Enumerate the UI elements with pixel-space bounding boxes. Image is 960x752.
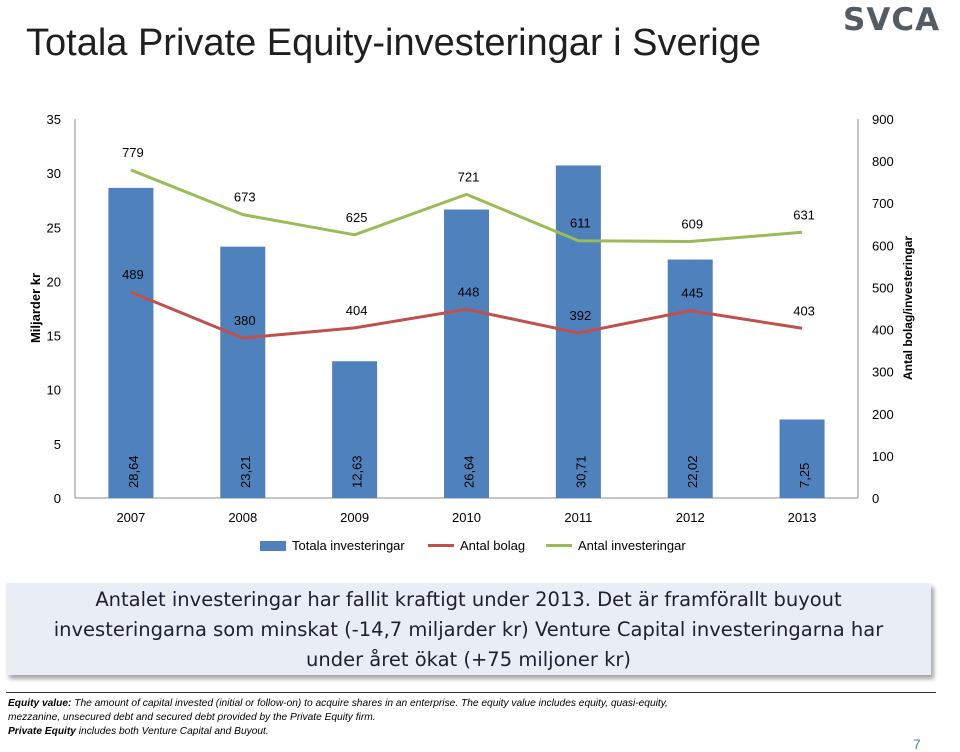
page-title: Totala Private Equity-investeringar i Sv… — [26, 22, 762, 64]
x-tick-label: 2011 — [564, 510, 592, 525]
y-left-tick-label: 0 — [54, 491, 61, 506]
footnote-text-1a: The amount of capital invested (initial … — [71, 698, 668, 709]
bar-2009 — [332, 361, 378, 498]
y-right-tick-label: 700 — [872, 196, 894, 211]
callout-line-3: under året ökat (+75 miljoner kr) — [306, 648, 631, 671]
y-right-tick-label: 100 — [872, 449, 894, 464]
y-left-tick-label: 10 — [47, 383, 61, 398]
legend-item-antal-investeringar: Antal investeringar — [546, 538, 686, 553]
footnote-line-1: Equity value: The amount of capital inve… — [8, 697, 768, 711]
y-right-tick-label: 300 — [872, 365, 894, 380]
line-data-label: 392 — [570, 308, 592, 323]
line-data-label: 403 — [793, 303, 815, 318]
footnote-text-2: includes both Venture Capital and Buyout… — [75, 726, 269, 737]
line-series-antal-investeringar — [130, 168, 803, 244]
footnote-term-private-equity: Private Equity — [8, 726, 76, 737]
y-right-tick-label: 800 — [872, 154, 894, 169]
x-tick-label: 2007 — [116, 510, 145, 525]
line-data-label: 631 — [793, 207, 815, 222]
bar-2007 — [108, 187, 154, 498]
y-left-tick-label: 35 — [47, 112, 61, 127]
legend-item-totala: Totala investeringar — [260, 538, 405, 553]
bar-2013 — [779, 419, 825, 498]
line-data-label: 609 — [681, 217, 703, 232]
footnote-term-equity-value: Equity value: — [8, 698, 72, 709]
page-number: 7 — [913, 736, 921, 752]
bar-2012 — [667, 259, 713, 498]
line-data-label: 448 — [458, 284, 480, 299]
footnote-line-2: mezzanine, unsecured debt and secured de… — [8, 712, 376, 723]
x-tick-label: 2013 — [788, 510, 817, 525]
bar-data-label: 12,63 — [350, 455, 365, 488]
y-left-tick-label: 5 — [54, 437, 61, 452]
chart-legend: Totala investeringar Antal bolag Antal i… — [0, 538, 960, 558]
line-data-label: 721 — [458, 169, 480, 184]
legend-item-antal-bolag: Antal bolag — [428, 538, 525, 553]
y-right-axis-title: Antal bolag/investeringar — [901, 236, 915, 380]
line-series-antal-bolag — [130, 290, 803, 340]
callout-box: Antalet investeringar har fallit kraftig… — [6, 583, 931, 675]
bar-data-label: 22,02 — [685, 455, 700, 488]
bar-data-label: 30,71 — [573, 455, 588, 488]
y-left-tick-label: 15 — [47, 329, 61, 344]
y-right-tick-label: 400 — [872, 323, 894, 338]
footnote-line-3: Private Equity includes both Venture Cap… — [8, 725, 768, 739]
bar-data-label: 7,25 — [797, 463, 812, 488]
bar-2010 — [444, 209, 489, 498]
legend-swatch-line-red — [428, 544, 454, 547]
investment-chart: 0 5 10 15 20 25 30 35 0 100 200 300 400 500 600 700 800 9… — [28, 112, 915, 525]
legend-label-totala: Totala investeringar — [292, 538, 405, 553]
callout-line-2: investeringarna som minskat (-14,7 milja… — [53, 618, 884, 641]
y-right-tick-label: 600 — [872, 238, 894, 253]
bar-2008 — [220, 246, 266, 498]
bar-data-label: 26,64 — [462, 455, 477, 488]
legend-swatch-line-green — [546, 544, 572, 547]
bar-data-label: 23,21 — [238, 455, 253, 488]
line-data-label: 489 — [122, 267, 144, 282]
line-data-label: 673 — [234, 190, 256, 205]
legend-label-antal-bolag: Antal bolag — [460, 538, 526, 553]
y-right-tick-label: 500 — [872, 280, 894, 295]
x-tick-label: 2012 — [676, 510, 705, 525]
bar-data-label: 28,64 — [126, 455, 141, 488]
line-data-label: 404 — [346, 303, 368, 318]
line-data-label: 779 — [122, 145, 144, 160]
legend-label-antal-investeringar: Antal investeringar — [578, 538, 686, 553]
y-left-tick-label: 20 — [47, 274, 61, 289]
y-right-tick-label: 900 — [872, 112, 894, 127]
y-left-axis-title: Miljarder kr — [28, 273, 43, 343]
y-right-tick-label: 0 — [872, 491, 879, 506]
line-data-label: 445 — [681, 286, 703, 301]
y-left-tick-label: 25 — [47, 220, 61, 235]
line-data-label: 625 — [346, 210, 368, 225]
legend-swatch-bar — [260, 540, 286, 551]
svca-logo: SVCA — [843, 2, 941, 38]
callout-line-1: Antalet investeringar har fallit kraftig… — [95, 588, 842, 611]
x-tick-label: 2008 — [228, 510, 257, 525]
x-tick-label: 2010 — [452, 510, 481, 525]
y-left-tick-label: 30 — [47, 166, 61, 181]
divider — [6, 692, 936, 693]
x-tick-label: 2009 — [340, 510, 369, 525]
line-data-label: 611 — [570, 216, 591, 231]
line-data-label: 380 — [234, 313, 256, 328]
y-right-tick-label: 200 — [872, 407, 894, 422]
footnote: Equity value: The amount of capital inve… — [8, 697, 768, 739]
